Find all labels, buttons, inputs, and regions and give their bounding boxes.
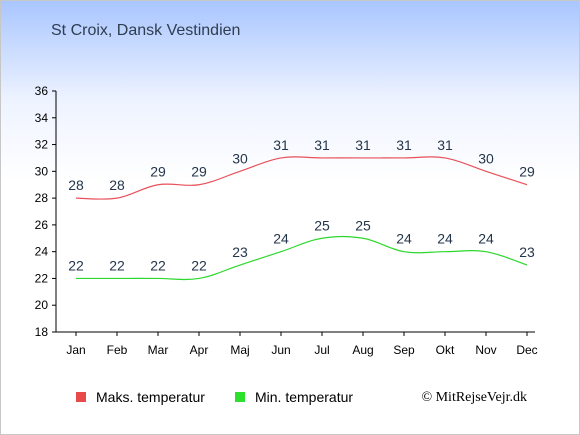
legend-item-min: Min. temperatur — [235, 389, 353, 405]
legend-swatch-min — [235, 392, 245, 402]
chart-title: St Croix, Dansk Vestindien — [51, 22, 241, 39]
y-tick-label: 32 — [35, 138, 49, 152]
x-tick-label: Jul — [314, 343, 329, 357]
data-label-min: 23 — [519, 244, 535, 260]
y-tick-label: 20 — [35, 298, 49, 312]
x-tick-label: Dec — [516, 343, 537, 357]
y-tick-label: 36 — [35, 84, 49, 98]
data-label-min: 22 — [68, 257, 84, 273]
data-label-max: 30 — [478, 150, 494, 166]
series-max-line — [75, 156, 528, 200]
y-tick-label: 24 — [35, 245, 49, 259]
x-tick-label: Jun — [271, 343, 290, 357]
x-tick-label: Apr — [190, 343, 209, 357]
legend-label-min: Min. temperatur — [255, 389, 354, 405]
data-label-min: 22 — [191, 257, 207, 273]
x-tick-label: Feb — [107, 343, 128, 357]
data-label-min: 22 — [150, 257, 166, 273]
data-label-max: 31 — [396, 137, 412, 153]
data-label-max: 31 — [437, 137, 453, 153]
series-min-line — [75, 235, 528, 281]
x-tick-label: Mar — [148, 343, 169, 357]
x-tick-label: Maj — [230, 343, 249, 357]
data-label-min: 24 — [478, 231, 494, 247]
x-tick-label: Okt — [436, 343, 455, 357]
legend-item-max: Maks. temperatur — [76, 389, 205, 405]
x-tick-label: Jan — [66, 343, 85, 357]
legend-label-max: Maks. temperatur — [96, 389, 205, 405]
data-label-min: 23 — [232, 244, 248, 260]
data-label-min: 24 — [437, 231, 453, 247]
y-tick-label: 18 — [35, 325, 49, 339]
data-label-max: 29 — [191, 164, 207, 180]
data-label-min: 24 — [396, 231, 412, 247]
data-label-min: 25 — [314, 217, 330, 233]
y-tick-label: 30 — [35, 164, 49, 178]
data-label-max: 31 — [355, 137, 371, 153]
data-label-max: 30 — [232, 150, 248, 166]
data-label-max: 29 — [519, 164, 535, 180]
credit-text: © MitRejseVejr.dk — [421, 390, 527, 405]
data-label-max: 31 — [314, 137, 330, 153]
data-label-max: 31 — [273, 137, 289, 153]
data-label-max: 28 — [68, 177, 84, 193]
legend-swatch-max — [76, 392, 86, 402]
data-label-min: 25 — [355, 217, 371, 233]
data-label-max: 28 — [109, 177, 125, 193]
y-tick-label: 34 — [35, 111, 49, 125]
y-tick-label: 26 — [35, 218, 49, 232]
y-tick-label: 28 — [35, 191, 49, 205]
x-tick-label: Aug — [352, 343, 373, 357]
data-label-min: 22 — [109, 257, 125, 273]
x-tick-label: Nov — [475, 343, 496, 357]
x-tick-label: Sep — [393, 343, 415, 357]
data-label-min: 24 — [273, 231, 289, 247]
y-tick-label: 22 — [35, 271, 49, 285]
data-label-max: 29 — [150, 164, 166, 180]
